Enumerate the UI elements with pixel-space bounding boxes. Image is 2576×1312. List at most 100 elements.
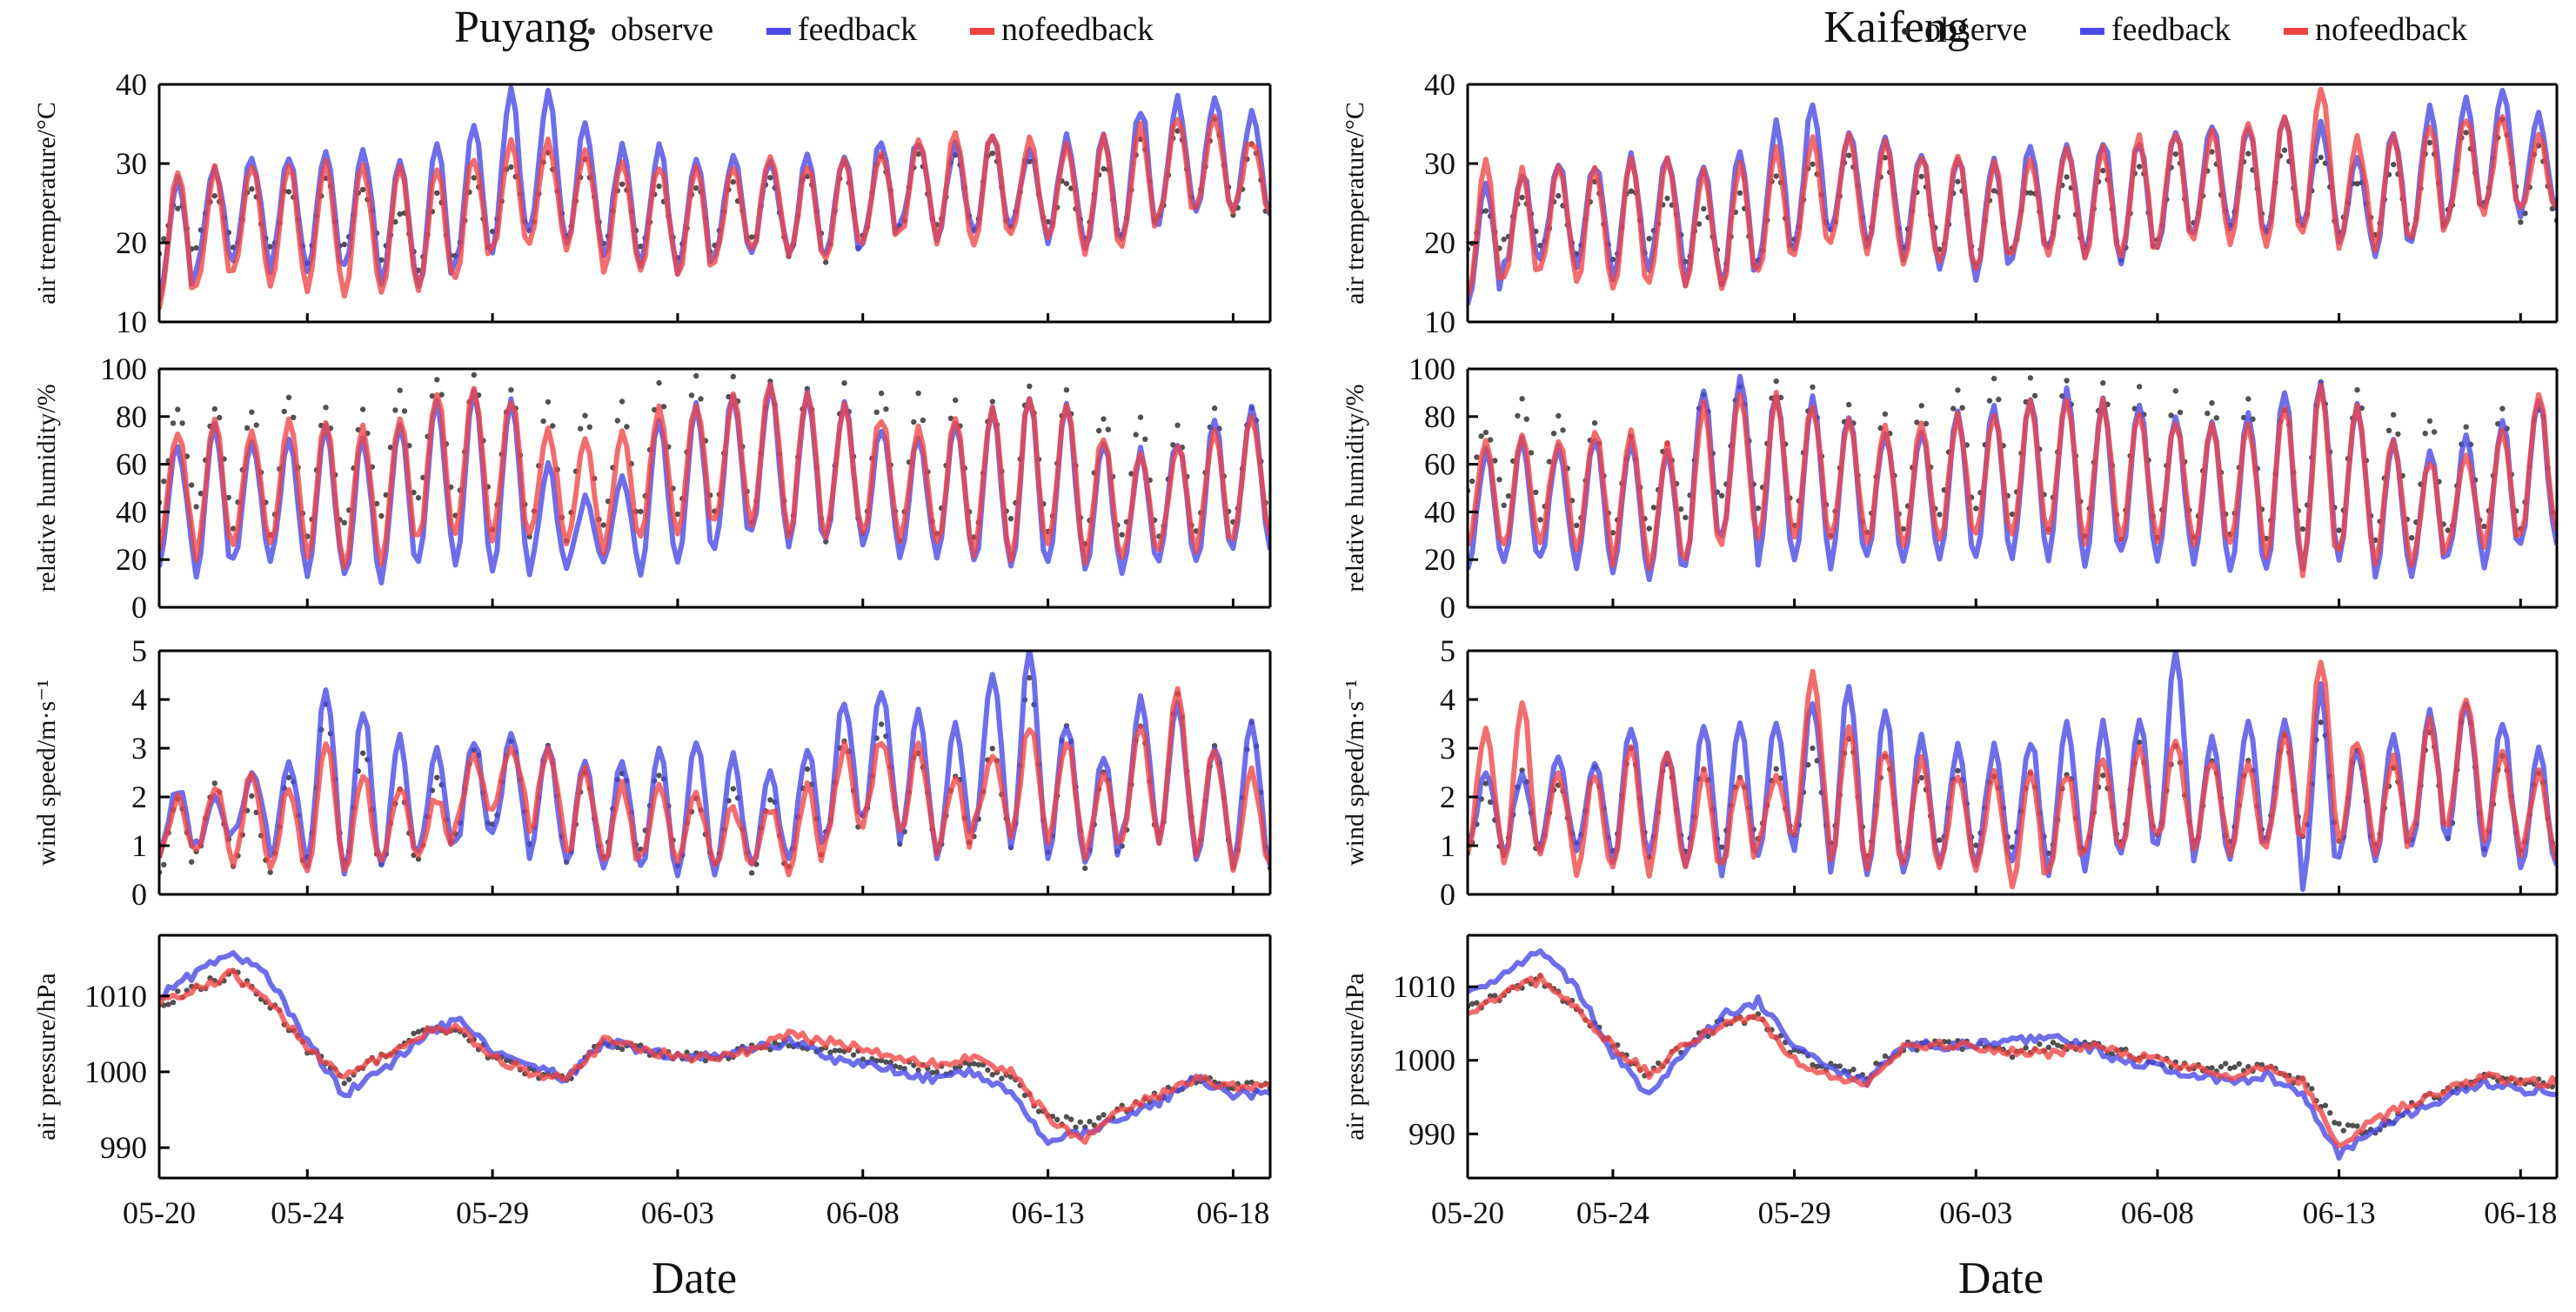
observe-point	[1718, 492, 1725, 499]
y-tick-label: 20	[1424, 225, 1455, 260]
y-tick-label: 990	[1408, 1116, 1455, 1151]
observe-point	[253, 422, 259, 428]
observe-point	[1850, 1067, 1857, 1073]
observe-point	[1810, 1061, 1816, 1068]
observe-point	[1105, 426, 1112, 432]
panel-air-pressure: 990 1000 1010 air pressure/hPa 05-20 05-24 05-…	[1341, 934, 2559, 1230]
observe-point	[1646, 525, 1652, 532]
observe-point	[850, 1052, 857, 1058]
x-tick-label: 06-18	[1196, 1195, 1269, 1230]
observe-point	[2318, 154, 2324, 161]
chart-puyang: Puyang observe feedback nofeedback10203040a…	[32, 3, 1272, 1303]
observe-point	[378, 512, 385, 519]
legend-label-feedback: feedback	[798, 11, 917, 48]
observe-point	[434, 774, 440, 780]
y-axis-label: air pressure/hPa	[1341, 973, 1369, 1140]
observe-point	[2245, 396, 2251, 402]
observe-point	[2209, 149, 2215, 155]
observe-point	[359, 186, 366, 193]
observe-point	[911, 418, 917, 425]
observe-point	[346, 1076, 352, 1082]
observe-point	[341, 241, 347, 248]
observe-point	[545, 398, 552, 405]
observe-point	[823, 259, 829, 265]
y-tick-label: 1010	[1393, 969, 1455, 1004]
observe-point	[1528, 450, 1535, 456]
observe-point	[2027, 190, 2034, 196]
y-tick-label: 40	[1424, 67, 1455, 102]
observe-point	[2499, 405, 2506, 412]
observe-point	[619, 398, 626, 405]
series-line-feedback	[1468, 947, 2557, 1161]
observe-point	[878, 1057, 885, 1064]
observe-point	[281, 408, 287, 415]
y-tick-label: 30	[1424, 146, 1455, 181]
observe-point	[1996, 396, 2002, 403]
y-tick-label: 3	[1440, 731, 1455, 766]
y-axis-label: air tremperature/°C	[1341, 102, 1369, 305]
observe-point	[2100, 773, 2106, 779]
observe-point	[2336, 1121, 2342, 1127]
observe-point	[285, 394, 292, 400]
observe-point	[2031, 392, 2038, 398]
x-tick-label: 06-18	[2484, 1195, 2557, 1230]
observe-point	[2518, 219, 2524, 225]
observe-point	[1955, 767, 1961, 773]
observe-point	[1469, 1001, 1475, 1007]
observe-point	[341, 519, 347, 525]
panel-relative-humidity: 0 20 40 60 80 100 relative humidity/%	[32, 351, 1272, 625]
observe-point	[2209, 400, 2215, 406]
observe-point	[1937, 837, 1943, 843]
series-line-nofeedback	[1468, 86, 2557, 298]
observe-point	[2391, 161, 2397, 168]
observe-point	[392, 407, 398, 413]
observe-point	[2231, 1064, 2238, 1070]
observe-point	[249, 409, 255, 415]
x-tick-label: 06-13	[1012, 1195, 1085, 1230]
legend-marker-observe	[1902, 28, 1909, 35]
y-tick-label: 1	[1440, 828, 1455, 863]
observe-point	[1101, 1112, 1107, 1118]
observe-point	[189, 859, 195, 865]
observe-point	[471, 175, 477, 181]
y-axis-label: air tremperature/°C	[32, 102, 61, 305]
observe-point	[1478, 433, 1484, 439]
observe-point	[1035, 1108, 1042, 1115]
x-tick-label: 06-08	[2121, 1195, 2194, 1230]
observe-point	[211, 192, 217, 199]
observe-point	[1814, 1063, 1820, 1070]
observe-point	[2023, 1045, 2029, 1051]
observe-point	[1137, 414, 1144, 420]
observe-point	[1474, 454, 1480, 460]
observe-point	[1550, 431, 1557, 437]
observe-point	[1469, 478, 1475, 485]
observe-point	[582, 412, 588, 418]
observe-point	[953, 397, 959, 404]
y-tick-label: 990	[100, 1130, 147, 1165]
series-observe	[159, 967, 1270, 1130]
observe-point	[2136, 384, 2143, 390]
x-tick-label: 05-24	[271, 1195, 344, 1230]
y-axis-label: relative humidity/%	[32, 384, 61, 592]
observe-point	[883, 1059, 889, 1065]
series-line-feedback	[159, 950, 1270, 1147]
observe-point	[2205, 410, 2211, 417]
observe-point	[2136, 164, 2143, 170]
observe-point	[2218, 1063, 2225, 1070]
observe-point	[1501, 502, 1507, 508]
observe-point	[1482, 208, 1489, 214]
observe-point	[2385, 427, 2392, 433]
observe-point	[323, 405, 329, 411]
observe-point	[1574, 522, 1580, 529]
observe-point	[1546, 459, 1553, 465]
observe-point	[985, 1067, 991, 1074]
observe-point	[827, 1049, 833, 1055]
observe-point	[1515, 412, 1521, 419]
y-tick-label: 1000	[1393, 1043, 1455, 1078]
observe-point	[2354, 181, 2360, 187]
observe-point	[1882, 411, 1889, 418]
observe-point	[1560, 427, 1566, 433]
observe-point	[873, 409, 880, 415]
observe-point	[1773, 173, 1779, 179]
observe-point	[1937, 512, 1943, 518]
